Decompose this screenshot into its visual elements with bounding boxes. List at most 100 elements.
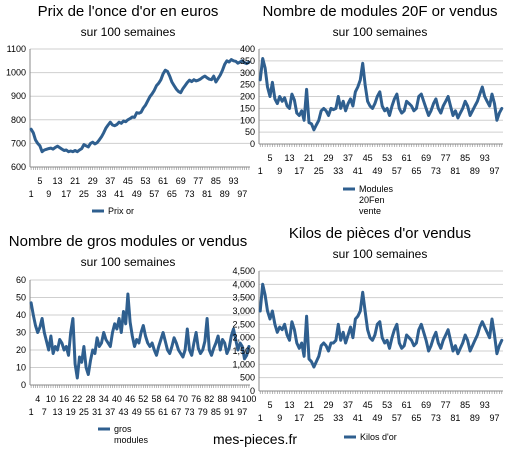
x-tick-label: 85 [211,407,221,417]
series-line [29,58,251,154]
x-tick-label: 81 [450,166,460,176]
legend-label-line: vente [359,206,381,216]
x-tick-label: 69 [176,176,186,186]
y-tick-label: 150 [240,103,255,113]
x-tick-label: 85 [460,400,470,410]
y-tick-label: 700 [11,138,26,148]
legend-label-line: modules [114,435,149,445]
x-tick-label: 52 [138,394,148,404]
x-tick-label: 9 [46,189,51,199]
x-tick-label: 73 [184,407,194,417]
y-tick-label: 400 [240,44,255,54]
footer-site: mes-pieces.fr [213,431,297,447]
x-tick-label: 77 [193,176,203,186]
x-tick-label: 93 [480,400,490,410]
x-tick-label: 97 [489,413,499,423]
y-tick-label: 1100 [7,44,26,54]
legend-label: Modules 20Fen vente [359,184,394,216]
x-tick-label: 19 [66,407,76,417]
x-tick-label: 53 [140,176,150,186]
x-tick-label: 25 [314,166,324,176]
x-tick-label: 65 [411,413,421,423]
x-tick-label: 93 [480,153,490,163]
x-tick-label: 91 [224,407,234,417]
x-tick-label: 25 [314,413,324,423]
y-tick-label: 800 [11,115,26,125]
x-tick-label: 1 [258,413,263,423]
x-tick-label: 17 [294,413,304,423]
chart-panel-3: Nombre de gros modules or vendus sur 100 … [9,233,257,445]
x-tick-label: 82 [204,394,214,404]
x-tick-label: 58 [151,394,161,404]
series-line [258,282,504,369]
y-tick-label: 0 [21,380,26,390]
series-line [29,292,251,380]
x-tick-label: 89 [470,413,480,423]
x-tick-label: 9 [277,166,282,176]
x-tick-label: 13 [284,400,294,410]
chart-title: Prix de l'once d'or en euros [38,3,219,20]
y-tick-label: 350 [240,56,255,66]
x-tick-label: 25 [79,407,89,417]
y-tick-label: 3,500 [232,293,255,303]
x-tick-label: 43 [118,407,128,417]
y-tick-label: 10 [16,363,26,373]
x-tick-label: 65 [411,166,421,176]
x-tick-label: 37 [105,176,115,186]
x-tick-label: 53 [382,153,392,163]
x-tick-label: 25 [79,189,89,199]
chart-title: Kilos de pièces d'or vendus [289,225,471,242]
x-tick-label: 21 [304,400,314,410]
x-tick-label: 64 [165,394,175,404]
legend-label: Prix or [108,206,134,216]
x-tick-label: 100 [241,394,256,404]
x-tick-label: 29 [324,400,334,410]
y-tick-label: 1,500 [232,346,255,356]
x-tick-label: 29 [324,153,334,163]
chart-panel-2: Nombre de modules 20F or vendus sur 100 s… [240,3,504,216]
legend-label-line: 20Fen [359,195,385,205]
chart-title: Nombre de modules 20F or vendus [262,3,497,20]
x-tick-label: 49 [132,189,142,199]
x-tick-label: 5 [267,400,272,410]
x-tick-label: 55 [145,407,155,417]
chart-title: Nombre de gros modules or vendus [9,233,247,250]
x-tick-label: 9 [277,413,282,423]
x-tick-label: 61 [402,153,412,163]
x-tick-label: 21 [304,153,314,163]
x-tick-label: 33 [333,166,343,176]
x-tick-label: 1 [29,189,34,199]
y-tick-label: 4,000 [232,279,255,289]
x-tick-label: 41 [353,413,363,423]
x-tick-label: 53 [382,400,392,410]
x-tick-label: 21 [70,176,80,186]
x-tick-label: 81 [202,189,212,199]
x-tick-label: 5 [267,153,272,163]
x-tick-label: 13 [284,153,294,163]
x-tick-label: 41 [353,166,363,176]
x-tick-label: 37 [105,407,115,417]
y-tick-label: 20 [16,345,26,355]
legend-label-line: gros [114,424,132,434]
y-tick-label: 100 [240,115,255,125]
y-tick-label: 600 [11,162,26,172]
x-tick-label: 33 [96,189,106,199]
x-tick-label: 1 [258,166,263,176]
x-tick-label: 97 [237,407,247,417]
x-tick-label: 69 [421,153,431,163]
x-tick-label: 67 [171,407,181,417]
x-tick-label: 61 [402,400,412,410]
x-tick-label: 77 [441,153,451,163]
x-tick-label: 41 [114,189,124,199]
x-tick-label: 89 [220,189,230,199]
y-tick-label: 1000 [6,68,26,78]
x-tick-label: 29 [88,176,98,186]
legend-label-line: Modules [359,184,394,194]
x-tick-label: 73 [184,189,194,199]
x-tick-label: 37 [343,153,353,163]
x-tick-label: 16 [59,394,69,404]
y-tick-label: 4,500 [232,266,255,276]
x-tick-label: 7 [42,407,47,417]
x-tick-label: 45 [363,153,373,163]
x-tick-label: 97 [489,166,499,176]
